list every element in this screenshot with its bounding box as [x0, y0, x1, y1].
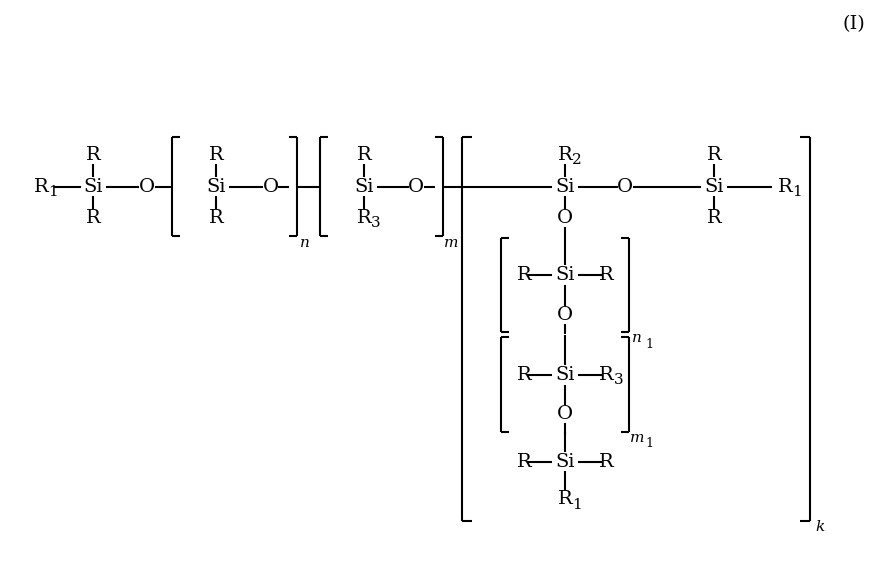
Text: Si: Si	[556, 366, 575, 384]
Text: m: m	[630, 431, 645, 445]
Text: (I): (I)	[843, 15, 865, 33]
Text: R: R	[599, 453, 614, 470]
Text: Si: Si	[556, 177, 575, 195]
Text: n: n	[632, 331, 642, 345]
Text: R: R	[357, 146, 372, 164]
Text: O: O	[409, 177, 425, 195]
Text: O: O	[617, 177, 633, 195]
Text: Si: Si	[556, 453, 575, 470]
Text: R: R	[599, 366, 614, 384]
Text: R: R	[516, 453, 532, 470]
Text: Si: Si	[354, 177, 374, 195]
Text: R: R	[516, 366, 532, 384]
Text: 3: 3	[614, 373, 624, 387]
Text: R: R	[706, 146, 722, 164]
Text: R: R	[516, 266, 532, 284]
Text: k: k	[815, 519, 824, 534]
Text: R: R	[86, 209, 101, 227]
Text: R: R	[357, 209, 372, 227]
Text: 1: 1	[792, 185, 802, 199]
Text: R: R	[706, 209, 722, 227]
Text: 1: 1	[48, 185, 57, 199]
Text: O: O	[139, 177, 155, 195]
Text: Si: Si	[705, 177, 724, 195]
Text: R: R	[599, 266, 614, 284]
Text: R: R	[558, 146, 573, 164]
Text: R: R	[778, 177, 792, 195]
Text: Si: Si	[556, 266, 575, 284]
Text: m: m	[443, 236, 458, 250]
Text: O: O	[558, 405, 574, 423]
Text: R: R	[209, 209, 224, 227]
Text: Si: Si	[83, 177, 103, 195]
Text: 1: 1	[572, 498, 582, 512]
Text: 3: 3	[371, 216, 381, 230]
Text: 1: 1	[645, 438, 653, 450]
Text: 1: 1	[645, 338, 653, 351]
Text: 2: 2	[572, 153, 582, 167]
Text: Si: Si	[207, 177, 226, 195]
Text: R: R	[34, 177, 48, 195]
Text: O: O	[262, 177, 278, 195]
Text: O: O	[558, 209, 574, 227]
Text: n: n	[300, 236, 310, 250]
Text: O: O	[558, 306, 574, 324]
Text: R: R	[558, 490, 573, 508]
Text: R: R	[209, 146, 224, 164]
Text: R: R	[86, 146, 101, 164]
